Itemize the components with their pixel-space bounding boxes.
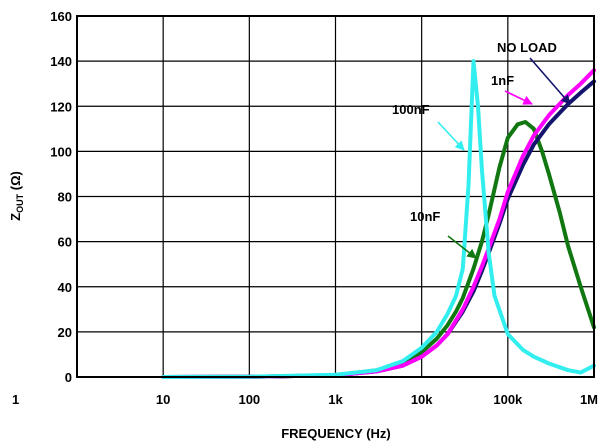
annotation-arrow-1nf: [504, 90, 533, 105]
y-axis-title-unit: (Ω): [8, 171, 23, 194]
annotation-arrow-100nf: [437, 121, 465, 151]
y-tick-label: 80: [58, 190, 72, 205]
x-tick-label: 10k: [411, 392, 433, 407]
x-tick-label: 100: [238, 392, 260, 407]
annotation-label-10nf: 10nF: [410, 209, 440, 224]
y-tick-label: 0: [65, 370, 72, 385]
y-tick-label: 140: [50, 54, 72, 69]
series-layer: [161, 59, 596, 379]
grid-lines: [76, 15, 595, 378]
series-line-100nf: [161, 59, 596, 379]
series-line-10nf: [161, 120, 596, 379]
annotation-label-1nf: 1nF: [491, 73, 514, 88]
y-tick-labels: 0 20 40 60 80 100 120 140 160: [50, 9, 72, 385]
x-axis-title: FREQUENCY (Hz): [281, 426, 391, 441]
x-tick-label: 10: [156, 392, 170, 407]
y-tick-label: 160: [50, 9, 72, 24]
y-tick-label: 100: [50, 144, 72, 159]
x-tick-label: 1M: [580, 392, 598, 407]
y-axis-title: ZOUT (Ω): [8, 171, 25, 221]
y-tick-label: 40: [58, 280, 72, 295]
y-tick-label: 60: [58, 235, 72, 250]
annotation-label-no-load: NO LOAD: [497, 40, 557, 55]
series-annotations: NO LOAD 1nF 100nF 10nF: [392, 40, 571, 259]
y-tick-label: 20: [58, 325, 72, 340]
series-line-1nf: [161, 68, 596, 379]
y-axis-title-main: Z: [8, 213, 23, 221]
annotation-arrow-no-load: [529, 57, 571, 105]
y-axis-title-sub: OUT: [15, 193, 25, 213]
x-tick-label: 100k: [493, 392, 523, 407]
y-tick-label: 120: [50, 99, 72, 114]
x-tick-label: 1k: [328, 392, 343, 407]
x-tick-labels: 1 10 100 1k 10k 100k 1M: [12, 392, 598, 407]
annotation-label-100nf: 100nF: [392, 102, 430, 117]
plot-frame: [76, 15, 595, 378]
x-tick-label: 1: [12, 392, 19, 407]
annotation-arrow-10nf: [447, 235, 477, 259]
